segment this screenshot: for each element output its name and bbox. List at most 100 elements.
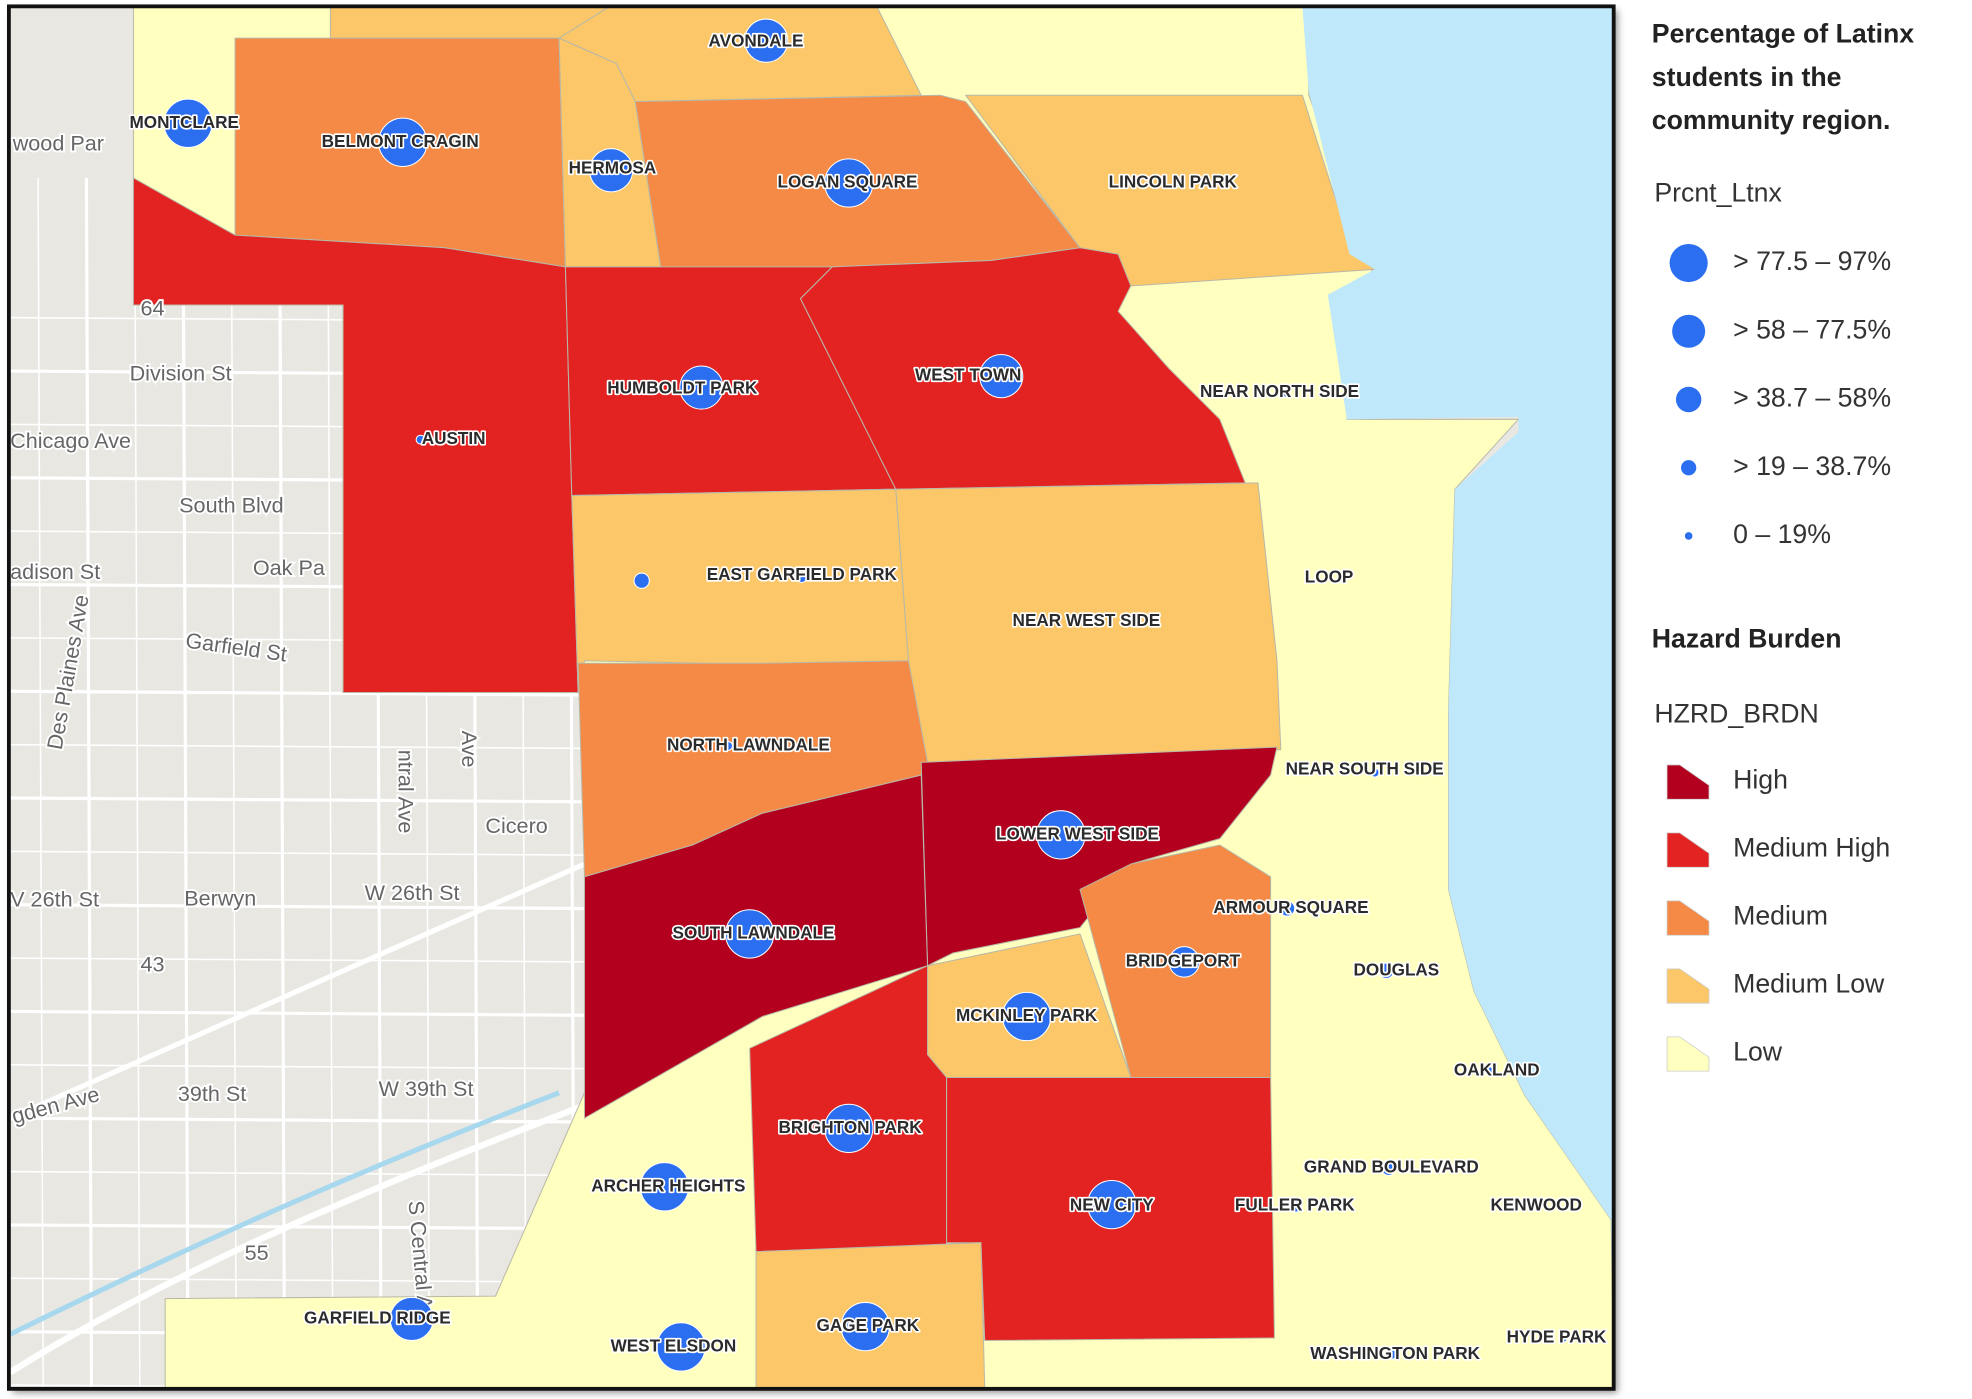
community-label: MONTCLARE: [129, 112, 238, 132]
latinx-circle: [415, 434, 426, 445]
community-label: HERMOSA: [569, 158, 657, 178]
highway: [10, 1102, 586, 1376]
road: [10, 743, 585, 750]
road: [10, 1064, 585, 1070]
legend-label: > 38.7 – 58%: [1733, 383, 1891, 413]
latinx-circle: [796, 573, 807, 584]
community-label: GAGE PARK: [817, 1315, 920, 1335]
legend-circle: [1675, 386, 1702, 413]
legend-label: > 58 – 77.5%: [1733, 314, 1891, 344]
latinx-circle: [1087, 1179, 1137, 1230]
community-label: KENWOOD: [1490, 1194, 1581, 1214]
latinx-circle: [378, 117, 428, 167]
legend-label: 0 – 19%: [1733, 519, 1831, 549]
legend-label: > 77.5 – 97%: [1733, 246, 1891, 276]
legend-label: > 19 – 38.7%: [1733, 451, 1891, 481]
street-label: W 26th St: [365, 880, 460, 905]
community-label: GRAND BOULEVARD: [1304, 1156, 1479, 1176]
road: [10, 1009, 585, 1017]
latinx-circle: [1081, 616, 1092, 627]
community-label: BRIGHTON PARK: [778, 1117, 922, 1137]
community-label: LOOP: [1305, 567, 1354, 587]
community-label: FULLER PARK: [1235, 1194, 1355, 1214]
community-label: WASHINGTON PARK: [1310, 1343, 1480, 1363]
latinx-circle: [1557, 1333, 1568, 1343]
community-label: HUMBOLDT PARK: [607, 377, 758, 397]
legend-swatch: [1666, 1036, 1710, 1072]
road: [10, 689, 585, 697]
community-label: LINCOLN PARK: [1109, 172, 1238, 192]
latinx-circle: [656, 1322, 706, 1372]
latinx-circle: [1378, 962, 1395, 979]
latinx-circle: [1484, 1066, 1495, 1077]
community-label: NEAR SOUTH SIDE: [1286, 759, 1444, 779]
community-label: HYDE PARK: [1507, 1327, 1607, 1347]
community-label: SOUTH LAWNDALE: [673, 922, 835, 942]
community-label: BRIDGEPORT: [1126, 950, 1241, 970]
lake-michigan: [1302, 7, 1613, 1304]
legend-circle: [1672, 314, 1706, 348]
road: [133, 177, 141, 1388]
community-label: ARMOUR SQUARE: [1213, 897, 1368, 917]
street-label: Ave: [457, 731, 482, 768]
community-label: AVONDALE: [709, 30, 804, 50]
community-label: LOWER WEST SIDE: [996, 823, 1159, 843]
latinx-circle: [840, 1301, 890, 1352]
community-label: ARCHER HEIGHTS: [591, 1175, 745, 1195]
latinx-circles: [163, 18, 1568, 1372]
community-label: MCKINLEY PARK: [956, 1005, 1098, 1025]
street-label: adison St: [10, 559, 100, 584]
road: [10, 1223, 585, 1231]
latinx-circle: [1387, 1349, 1398, 1360]
latinx-circle: [1280, 387, 1291, 398]
road: [10, 850, 585, 856]
legend-swatch: [1666, 832, 1710, 868]
street-label: Division St: [130, 361, 232, 386]
legend-title: students in the: [1652, 62, 1842, 92]
legend-swatch: [1666, 764, 1710, 800]
street-label: 43: [140, 951, 164, 976]
road: [37, 177, 44, 1388]
street-label: South Blvd: [179, 493, 283, 518]
latinx-circle: [589, 148, 634, 193]
legend-circle: [1684, 532, 1693, 540]
street-label: 39th St: [178, 1081, 246, 1106]
community-label: EAST GARFIELD PARK: [707, 564, 898, 584]
legend-title: community region.: [1652, 105, 1891, 135]
legend-swatch: [1666, 900, 1710, 936]
street-label: ntral Ave: [393, 750, 418, 834]
latinx-circle: [1532, 1200, 1543, 1211]
community-area: [799, 247, 1246, 490]
legend-label: Medium: [1733, 900, 1828, 930]
road: [10, 1170, 585, 1177]
community-label: OAKLAND: [1454, 1060, 1540, 1080]
community-labels: MONTCLARE BELMONT CRAGIN HERMOSA AVONDALE LO…: [128, 29, 1609, 1365]
latinx-circle: [1002, 991, 1052, 1042]
legend-field: Prcnt_Ltnx: [1654, 177, 1782, 207]
street-label: V 26th St: [10, 887, 99, 912]
latinx-circle: [389, 1296, 434, 1342]
map: wood Par Division St Chicago Ave South Blvd…: [10, 7, 1613, 1388]
community-label: LOGAN SQUARE: [778, 172, 918, 192]
street-label: Berwyn: [184, 885, 256, 910]
legend: Percentage of Latinx students in the commu…: [1652, 19, 1914, 1072]
latinx-circle: [1279, 900, 1296, 917]
latinx-circle: [1380, 1159, 1397, 1176]
latinx-circle: [824, 1103, 874, 1153]
street-label: wood Par: [12, 131, 104, 156]
community-label: WEST TOWN: [915, 365, 1021, 385]
latinx-circle: [725, 909, 775, 959]
community-label: WEST ELSDON: [611, 1335, 737, 1355]
legend-title: Hazard Burden: [1652, 623, 1842, 653]
latinx-circle: [723, 740, 734, 751]
latinx-circle: [633, 572, 650, 589]
road: [10, 957, 585, 963]
latinx-circle: [1286, 1196, 1303, 1213]
road: [10, 1277, 585, 1283]
latinx-circle: [1175, 178, 1186, 188]
legend-label: High: [1733, 765, 1788, 795]
highway: [10, 861, 586, 1121]
legend-circle: [1669, 243, 1708, 283]
street-label: 64: [140, 296, 164, 321]
